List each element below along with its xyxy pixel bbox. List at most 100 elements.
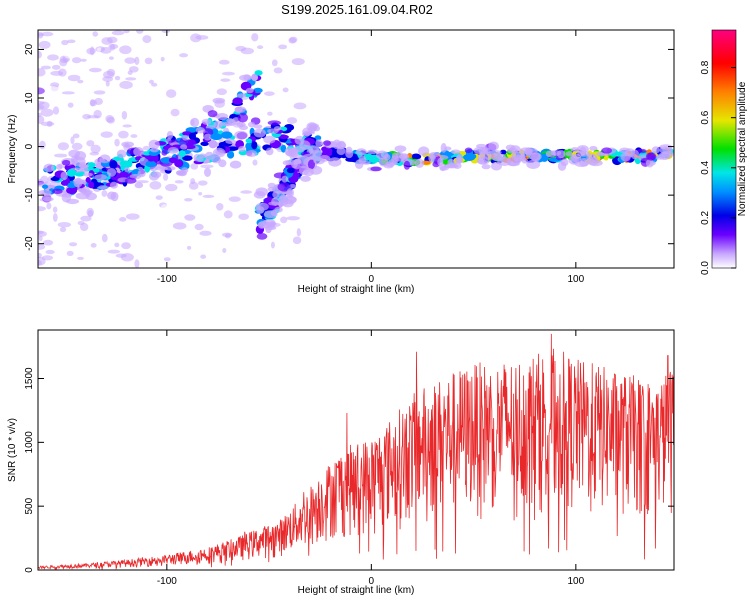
heatmap-cell [418, 146, 430, 156]
heatmap-cell [60, 180, 69, 186]
colorbar-ticks: 0.0 0.2 0.4 0.6 0.8 [700, 60, 736, 275]
heatmap-cell [147, 155, 156, 162]
heatmap-cell [221, 131, 233, 139]
heatmap-cell [106, 36, 118, 44]
heatmap-cell [72, 133, 80, 139]
heatmap-cell [38, 68, 46, 77]
heatmap-cell [38, 260, 42, 266]
heatmap-cell [124, 57, 136, 64]
heatmap-cell [292, 236, 302, 245]
heatmap-cell [97, 185, 109, 190]
heatmap-cell [174, 159, 184, 168]
heatmap-cell [47, 132, 55, 138]
heatmap-cell [90, 242, 97, 248]
heatmap-cell [99, 154, 111, 164]
heatmap-cell [265, 221, 277, 227]
heatmap-cell [86, 140, 95, 147]
heatmap-cell [167, 146, 179, 154]
heatmap-cell [195, 35, 209, 40]
heatmap-cell [200, 141, 209, 147]
heatmap-cell [291, 67, 300, 73]
heatmap-cell [200, 164, 214, 169]
heatmap-cell [271, 59, 278, 67]
heatmap-cell [100, 131, 113, 138]
heatmap-cell [43, 163, 55, 173]
heatmap-marks [38, 30, 674, 268]
heatmap-cell [366, 149, 378, 155]
heatmap-cell [303, 167, 314, 177]
heatmap-cell [238, 244, 250, 252]
heatmap-cell [155, 166, 169, 171]
heatmap-cell [45, 249, 55, 255]
heatmap-cell [302, 131, 310, 137]
heatmap-cell [383, 153, 391, 161]
heatmap-cell [267, 182, 276, 189]
heatmap-cell [38, 107, 44, 111]
heatmap-cell [253, 191, 266, 199]
heatmap-cell [114, 75, 121, 81]
heatmap-cell [463, 153, 476, 161]
heatmap-cell [221, 71, 235, 76]
heatmap-cell [77, 79, 84, 84]
heatmap-cell [440, 143, 447, 153]
heatmap-cell [172, 222, 187, 230]
x-tick-label: 0 [369, 274, 375, 285]
heatmap-cell [135, 30, 144, 34]
heatmap-cell [355, 148, 367, 156]
x-tick-label: 100 [567, 576, 584, 587]
heatmap-cell [52, 188, 63, 194]
heatmap-cell [220, 78, 231, 82]
snr-series-line [38, 333, 674, 570]
snr-plot-frame [37, 329, 675, 571]
heatmap-cell [38, 40, 51, 49]
heatmap-cell [71, 57, 82, 64]
heatmap-cell [253, 128, 266, 138]
heatmap-cell [148, 171, 160, 181]
spectrogram-plot-frame [37, 29, 675, 269]
heatmap-cell [232, 97, 243, 105]
heatmap-cell [38, 115, 45, 124]
heatmap-cell [308, 123, 319, 128]
heatmap-cell [42, 184, 49, 189]
heatmap-cell [280, 216, 288, 224]
heatmap-cell [114, 138, 120, 147]
heatmap-cell [67, 102, 74, 108]
heatmap-cell [87, 209, 94, 218]
heatmap-cell [178, 150, 186, 158]
heatmap-cell [216, 88, 227, 96]
heatmap-cell [491, 161, 502, 171]
heatmap-cell [142, 145, 151, 151]
figure-title: S199.2025.161.09.04.R02 [281, 2, 433, 17]
heatmap-cell [180, 144, 188, 150]
heatmap-cell [66, 250, 74, 257]
heatmap-cell [190, 117, 200, 128]
heatmap-cell [414, 158, 425, 168]
heatmap-cell [38, 230, 47, 237]
heatmap-cell [226, 34, 233, 43]
heatmap-cell [47, 54, 59, 61]
heatmap-cell [119, 217, 127, 222]
heatmap-cell [277, 182, 291, 192]
heatmap-cell [278, 44, 288, 50]
colorbar-tick-label: 0.4 [700, 160, 711, 174]
heatmap-cell [251, 33, 259, 42]
heatmap-cell [106, 168, 117, 177]
heatmap-cell [188, 181, 199, 190]
heatmap-cell [403, 160, 411, 170]
heatmap-cell [589, 145, 598, 151]
heatmap-cell [395, 151, 404, 159]
heatmap-cell [477, 152, 486, 163]
heatmap-cell [240, 47, 254, 55]
heatmap-cell [229, 160, 242, 169]
heatmap-cell [228, 196, 241, 202]
heatmap-cell [164, 166, 176, 171]
heatmap-cell [135, 156, 141, 161]
heatmap-cell [123, 30, 130, 34]
heatmap-cell [208, 140, 218, 149]
heatmap-cell [124, 177, 137, 184]
heatmap-cell [318, 154, 331, 162]
heatmap-cell [456, 153, 464, 164]
heatmap-cell [576, 145, 589, 154]
heatmap-cell [102, 76, 114, 82]
